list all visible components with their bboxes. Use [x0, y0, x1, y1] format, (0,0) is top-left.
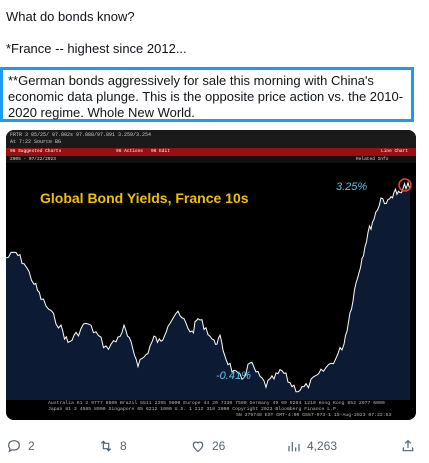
terminal-footer: Australia 61 2 9777 8600 Brazil 5511 239… [6, 400, 416, 420]
footer-line3: SN 379748 EST GMT-4:00 G557-973-1 15-Aug… [236, 413, 392, 418]
date-range: 2005 - 07/22/2023 [10, 157, 56, 162]
reply-count: 2 [28, 439, 35, 453]
high-label: 3.25% [336, 181, 368, 193]
like-button[interactable]: 26 [190, 438, 225, 454]
footer-line1: Australia 61 2 9777 8600 Brazil 5511 239… [48, 401, 385, 406]
retweet-count: 8 [120, 439, 127, 453]
quote-time: At 7:22 Source BG [10, 139, 62, 145]
retweet-button[interactable]: 8 [98, 438, 127, 454]
ticker-quote: FRTR 3 05/25/ 97.802s 97.888/97.891 3.25… [10, 132, 152, 138]
share-icon [402, 439, 414, 452]
chart-title: Global Bond Yields, France 10s [40, 190, 249, 206]
suggested-charts: 96 Suggested Charts [10, 149, 62, 154]
views-button[interactable]: 4,263 [285, 438, 337, 454]
terminal-toolbar: 96 Suggested Charts 96 Actions 96 Edit L… [6, 148, 416, 156]
terminal-header: FRTR 3 05/25/ 97.802s 97.888/97.891 3.25… [6, 130, 416, 148]
heart-icon [192, 441, 204, 453]
yield-chart [6, 163, 416, 400]
reply-button[interactable]: 2 [6, 438, 35, 454]
low-label: -0.41% [216, 370, 251, 382]
view-count: 4,263 [307, 439, 338, 453]
chart-type: Line Chart [381, 149, 409, 154]
yield-area [6, 182, 410, 400]
terminal-subbar: 2005 - 07/22/2023 Related Info [6, 156, 416, 163]
footer-line2: Japan 81 3 4565 8900 Singapore 65 6212 1… [48, 407, 339, 412]
highlight-circle [398, 178, 412, 192]
related-info: Related Info [356, 157, 389, 162]
share-button[interactable] [400, 438, 416, 454]
tweet-text-line1: What do bonds know? [6, 9, 135, 24]
tweet-actions: 2 8 26 4,263 [0, 438, 429, 458]
tweet-media-image[interactable]: FRTR 3 05/25/ 97.802s 97.888/97.891 3.25… [6, 130, 416, 420]
highlighted-tweet-text: **German bonds aggressively for sale thi… [0, 67, 414, 122]
actions-menu: 96 Actions [116, 149, 144, 154]
views-icon [288, 442, 300, 452]
tweet-text-line2: *France -- highest since 2012... [6, 41, 187, 56]
yield-line [6, 181, 411, 393]
retweet-icon [100, 440, 112, 452]
edit-menu: 96 Edit [151, 149, 170, 154]
reply-icon [8, 440, 20, 453]
like-count: 26 [212, 439, 226, 453]
